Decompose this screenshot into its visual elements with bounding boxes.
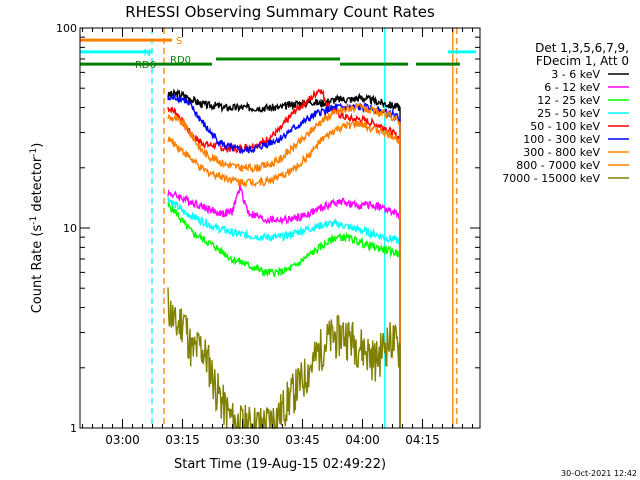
x-tick-label-03-15: 03:15 (165, 433, 200, 447)
legend-label-300-800-kev: 300 - 800 keV (523, 146, 600, 159)
plot-frame (79, 27, 481, 429)
y-tick-label-1: 1 (70, 422, 77, 435)
flag-label-rd6: RD6 (135, 60, 156, 71)
series-line-25-50-kev (167, 196, 401, 428)
legend-label-100-300-kev: 100 - 300 keV (523, 133, 600, 146)
plot-area: S N RD0 RD6 (80, 28, 476, 431)
series-line-3-6-kev (167, 88, 401, 428)
legend-label-7000-15000-kev: 7000 - 15000 keV (502, 172, 600, 185)
x-axis: 03:00 03:15 03:30 03:45 04:00 04:15 (82, 28, 474, 447)
x-tick-label-03-00: 03:00 (105, 433, 140, 447)
x-tick-label-03-30: 03:30 (225, 433, 260, 447)
series-line-6-12-kev (167, 183, 401, 428)
y-axis-label-sup2: -1 (29, 148, 39, 157)
legend-label-25-50-kev: 25 - 50 keV (537, 107, 600, 120)
x-tick-label-04-00: 04:00 (345, 433, 380, 447)
x-tick-label-03-45: 03:45 (285, 433, 320, 447)
legend-header-line-2: FDecim 1, Att 0 (536, 54, 629, 68)
legend-label-12-25-kev: 12 - 25 keV (537, 94, 600, 107)
series-line-12-25-kev (167, 201, 401, 428)
y-tick-label-100: 100 (56, 22, 77, 35)
legend: Det 1,3,5,6,7,9, FDecim 1, Att 0 3 - 6 k… (502, 41, 629, 185)
flag-label-rd0: RD0 (170, 55, 191, 66)
footer-date: 30-Oct-2021 12:42 (561, 469, 637, 478)
legend-header-line-1: Det 1,3,5,6,7,9, (535, 41, 629, 55)
legend-label-50-100-kev: 50 - 100 keV (530, 120, 600, 133)
y-axis-label-main: Count Rate (s (30, 225, 45, 314)
flag-label-s: S (176, 36, 182, 47)
y-tick-label-10: 10 (63, 222, 77, 235)
y-axis-label-sup: -1 (29, 216, 39, 225)
legend-label-3-6-kev: 3 - 6 keV (551, 68, 600, 81)
series-line-300-800-kev (167, 102, 401, 428)
series-line-7000-15000-kev (167, 287, 401, 431)
y-axis-label-end: ) (30, 143, 45, 148)
legend-label-6-12-kev: 6 - 12 keV (544, 81, 600, 94)
legend-label-800-7000-kev: 800 - 7000 keV (516, 159, 600, 172)
x-axis-label: Start Time (19-Aug-15 02:49:22) (174, 457, 386, 472)
series-line-800-7000-kev (167, 120, 401, 428)
flag-label-n: N (144, 48, 151, 59)
y-axis: 1 10 100 (56, 22, 480, 435)
series-line-50-100-kev (167, 88, 401, 428)
y-axis-label: Count Rate (s-1 detector-1) (29, 143, 45, 314)
y-axis-label-tail: detector (30, 156, 45, 216)
chart-title: RHESSI Observing Summary Count Rates (125, 3, 435, 21)
x-tick-label-04-15: 04:15 (405, 433, 440, 447)
